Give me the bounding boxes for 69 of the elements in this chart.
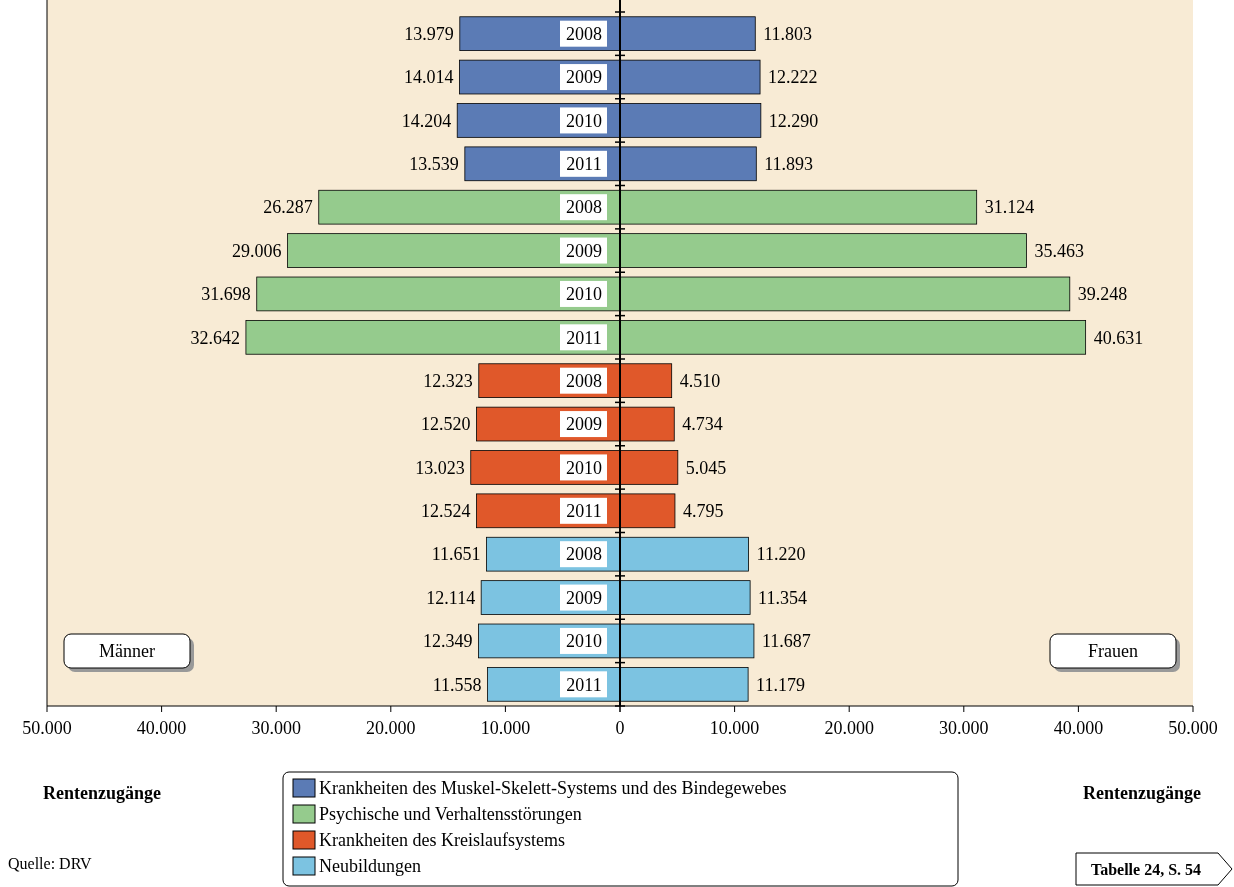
data-label: 11.220 [756,544,806,565]
data-label: 12.114 [426,587,476,608]
y-tick-label: 2011 [566,154,602,175]
y-tick-label: 2010 [566,284,602,305]
data-label: 40.631 [1093,327,1144,348]
y-tick-label: 2011 [566,674,602,695]
data-label: 31.698 [201,284,251,305]
y-tick-label: 2009 [566,414,602,435]
legend-label: Neubildungen [319,856,421,877]
annotation: Frauen [1088,641,1138,662]
legend-label: Krankheiten des Kreislaufsystems [319,830,565,851]
data-label: 12.520 [421,414,471,435]
y-tick-label: 2010 [566,457,602,478]
data-label: 12.349 [422,631,473,652]
data-label: 31.124 [984,197,1035,218]
annotation: Männer [99,641,155,662]
y-tick-label: 2008 [566,23,602,44]
y-tick-label: 2010 [566,110,602,131]
x-axis-title: Rentenzugänge [1083,783,1201,803]
x-tick-label: 20.000 [824,718,874,738]
data-label: 35.463 [1034,240,1084,261]
data-label: 12.222 [768,67,818,88]
data-label: 32.642 [190,327,240,348]
x-tick-label: 10.000 [480,718,531,738]
data-label: 13.979 [404,23,454,44]
data-label: 29.006 [232,240,282,261]
data-label: 11.893 [764,154,814,175]
data-label: 4.734 [682,414,723,435]
data-label: 11.651 [431,544,481,565]
data-label: 11.803 [763,23,813,44]
y-tick-label: 2008 [566,197,602,218]
x-tick-label: 0 [615,718,625,738]
data-label: 12.323 [423,370,473,391]
data-label: 39.248 [1077,284,1128,305]
legend-label: Psychische und Verhaltensstörungen [319,804,582,825]
data-label: 11.687 [761,631,811,652]
x-tick-label: 10.000 [709,718,760,738]
x-tick-label: 50.000 [22,718,72,738]
text: Tabelle 24, S. 54 [1090,860,1202,878]
x-tick-label: 40.000 [1053,718,1104,738]
x-axis-title: Rentenzugänge [43,783,161,803]
data-label: 11.179 [756,674,805,695]
legend-label: Krankheiten des Muskel-Skelett-Systems und des Bindegewebes [319,778,787,799]
data-label: 14.204 [401,110,452,131]
y-tick-label: 2008 [566,370,602,391]
x-tick-label: 50.000 [1168,718,1218,738]
data-label: 12.524 [420,501,471,522]
data-label: 13.023 [415,457,465,478]
data-label: 14.014 [403,67,454,88]
y-tick-label: 2009 [566,587,602,608]
x-tick-label: 30.000 [251,718,301,738]
data-label: 12.290 [768,110,819,131]
data-label: 26.287 [263,197,313,218]
y-tick-label: 2011 [566,501,602,522]
data-label: 11.354 [758,587,807,608]
y-tick-label: 2010 [566,631,602,652]
data-label: 4.510 [679,370,721,391]
y-tick-label: 2009 [566,240,602,261]
source-note: Quelle: DRV [8,855,93,872]
x-tick-label: 20.000 [366,718,416,738]
y-tick-label: 2008 [566,544,602,565]
data-label: 5.045 [685,457,727,478]
data-label: 11.558 [432,674,482,695]
data-label: 4.795 [682,501,724,522]
x-tick-label: 30.000 [939,718,989,738]
x-tick-label: 40.000 [136,718,187,738]
data-label: 13.539 [409,154,459,175]
y-tick-label: 2009 [566,67,602,88]
y-tick-label: 2011 [566,327,602,348]
